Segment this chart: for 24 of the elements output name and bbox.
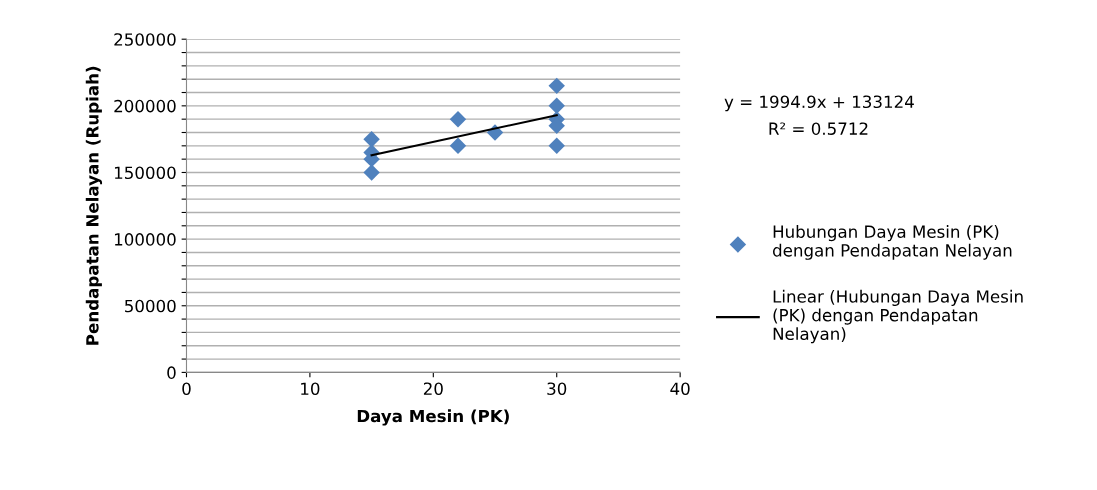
y-tick-label: 200000 [114,99,176,113]
x-tick-label: 20 [423,382,443,396]
point [449,110,467,128]
x-axis-title: Daya Mesin (PK) [357,409,509,426]
y-axis-title: Pendapatan Nelayan (Rupiah) [85,66,103,345]
legend-label: Hubungan Daya Mesin (PK) dengan Pendapatan Nelayan [773,225,1012,260]
point [548,97,565,115]
point [548,77,565,95]
legend-label: Linear (Hubungan Daya Mesin (PK) dengan Pendapatan Nelayan) [773,289,1023,344]
y-tick-label: 150000 [114,166,176,180]
x-tick-label: 10 [301,382,320,396]
x-tick-label: 30 [547,382,567,396]
y-tick-label: 100000 [114,233,176,246]
y-tick-label: 0 [167,366,176,379]
point [548,137,565,155]
x-tick-label: 0 [182,382,191,396]
x-tick-label: 40 [670,382,690,396]
point [363,130,380,148]
text: R² = 0.5712 [769,122,868,135]
text: y = 1994.9x + 133124 [724,95,914,112]
point [363,164,380,181]
y-tick-label: 50000 [125,299,176,313]
point [449,137,467,155]
y-tick-label: 250000 [114,33,176,46]
